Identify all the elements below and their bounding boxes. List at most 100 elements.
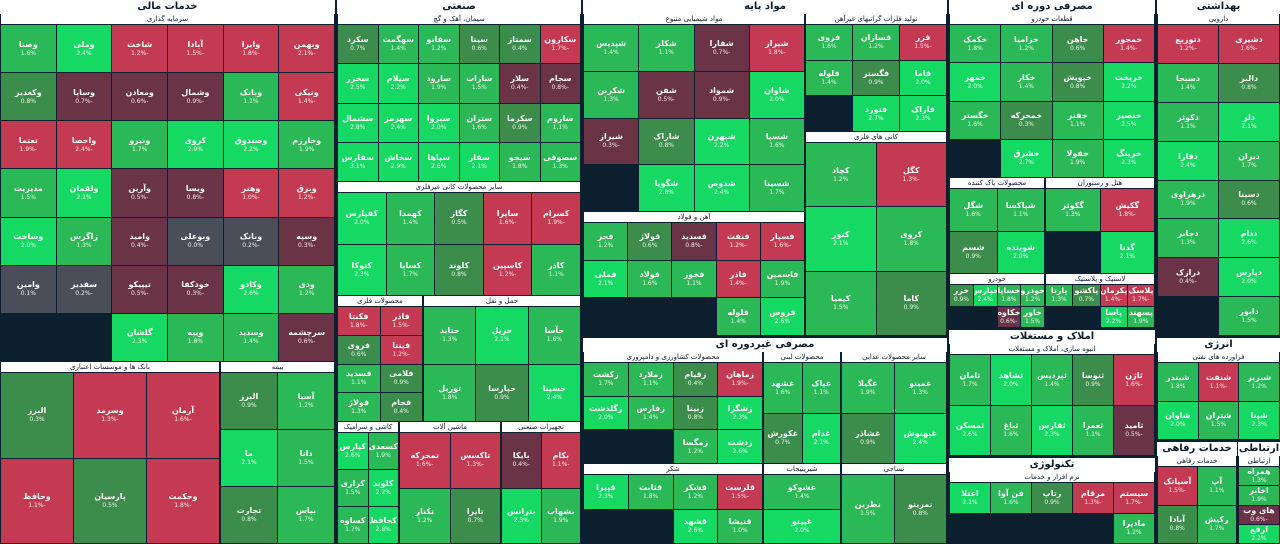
symbol-tile[interactable]: ددام 2.6%: [1219, 219, 1279, 258]
symbol-tile[interactable]: شگل 1.6%: [950, 189, 997, 231]
symbol-tile[interactable]: سرچشمه -0.6%: [279, 313, 334, 361]
symbol-tile[interactable]: سفانو 1.2%: [419, 25, 459, 64]
symbol-tile[interactable]: کاسپین -1.2%: [483, 244, 532, 295]
symbol-tile[interactable]: مرقام -1.3%: [1073, 483, 1113, 513]
symbol-tile[interactable]: زاگرس 1.3%: [56, 217, 112, 265]
symbol-tile[interactable]: فجر 1.2%: [584, 223, 628, 260]
industry-title[interactable]: بانک ها و موسسات اعتباری: [1, 362, 219, 372]
symbol-tile[interactable]: غپینو 2.0%: [764, 509, 840, 543]
symbol-tile[interactable]: همراه 1.3%: [1239, 467, 1279, 486]
symbol-tile[interactable]: فلامی 0.9%: [380, 364, 422, 393]
symbol-tile[interactable]: وامید -0.4%: [112, 217, 167, 265]
symbol-tile[interactable]: نمرینو 0.8%: [894, 475, 946, 543]
symbol-tile[interactable]: سفارس 3.1%: [338, 142, 378, 181]
symbol-tile[interactable]: کفپارس 2.0%: [338, 193, 386, 244]
symbol-tile[interactable]: وبرق -1.2%: [279, 169, 334, 217]
symbol-tile[interactable]: ثباغ 1.6%: [991, 405, 1031, 455]
symbol-tile[interactable]: خپارس 2.4%: [973, 285, 997, 306]
industry-title[interactable]: تجهیزات صنعتی: [502, 422, 580, 432]
symbol-tile[interactable]: شفارا -0.7%: [694, 25, 749, 71]
symbol-tile[interactable]: خفولا 1.9%: [1052, 139, 1103, 177]
symbol-tile[interactable]: دجابر 1.3%: [1158, 219, 1218, 258]
symbol-tile[interactable]: ما 2.1%: [221, 430, 277, 486]
symbol-tile[interactable]: بپاس 1.7%: [278, 487, 334, 543]
symbol-tile[interactable]: گلشان 2.3%: [112, 313, 167, 361]
symbol-tile[interactable]: بایکا -0.4%: [502, 433, 541, 488]
symbol-tile[interactable]: کرازی 1.5%: [338, 470, 368, 506]
symbol-tile[interactable]: ثفارس 2.3%: [1032, 405, 1072, 455]
symbol-tile[interactable]: وبانک -0.2%: [223, 217, 279, 265]
symbol-tile[interactable]: شیراز -1.8%: [749, 25, 804, 71]
industry-title[interactable]: دارویی: [1158, 14, 1279, 24]
industry-title[interactable]: سایر محصولات کانی غیرفلزی: [338, 182, 580, 192]
symbol-tile[interactable]: آبادا 0.8%: [1158, 505, 1197, 543]
industry-title[interactable]: سرمایه گذاری: [1, 14, 334, 24]
symbol-tile[interactable]: سکرما 0.9%: [500, 103, 540, 142]
symbol-tile[interactable]: فسدید 1.1%: [338, 364, 380, 393]
symbol-tile[interactable]: ثشاهد 2.0%: [991, 355, 1031, 405]
symbol-tile[interactable]: سصوفی 1.3%: [540, 142, 580, 181]
symbol-tile[interactable]: سلار -0.4%: [500, 64, 540, 103]
symbol-tile[interactable]: غپاک 1.1%: [802, 363, 840, 413]
symbol-tile[interactable]: کحافظ 2.8%: [368, 507, 398, 543]
symbol-tile[interactable]: سیجو 1.8%: [500, 142, 540, 181]
symbol-tile[interactable]: ساراب 1.5%: [459, 64, 499, 103]
symbol-tile[interactable]: کهمدا 1.4%: [386, 193, 435, 244]
symbol-tile[interactable]: دیران 1.7%: [1219, 141, 1279, 180]
symbol-tile[interactable]: فنورد 2.7%: [853, 96, 899, 131]
symbol-tile[interactable]: غمینو 1.3%: [894, 363, 946, 413]
industry-title[interactable]: شیرینیجات: [764, 464, 840, 474]
industry-title[interactable]: هتل و رستوران: [1046, 178, 1154, 188]
symbol-tile[interactable]: شبریز 1.2%: [1239, 363, 1279, 401]
sector-title[interactable]: خدمات مالی: [0, 0, 335, 14]
symbol-tile[interactable]: زبینا 0.8%: [673, 396, 718, 430]
symbol-tile[interactable]: کگل -1.3%: [876, 143, 946, 207]
industry-title[interactable]: آهن و فولاد: [584, 212, 804, 222]
industry-title[interactable]: محصولات پاک کننده: [950, 178, 1044, 188]
symbol-tile[interactable]: فملی 2.1%: [584, 260, 628, 298]
symbol-tile[interactable]: دزهراوی 1.9%: [1158, 180, 1218, 219]
symbol-tile[interactable]: تمحرکه -1.6%: [400, 433, 450, 488]
symbol-tile[interactable]: وملی 2.4%: [56, 25, 112, 73]
symbol-tile[interactable]: وساپا -0.7%: [56, 73, 112, 121]
industry-title[interactable]: محصولات کشاورزی و دامپروری: [584, 352, 762, 362]
industry-title[interactable]: کانی های فلزی: [806, 132, 946, 142]
symbol-tile[interactable]: دسینا 0.6%: [1219, 180, 1279, 219]
symbol-tile[interactable]: مادیرا 1.2%: [1114, 513, 1154, 543]
symbol-tile[interactable]: قثابت 1.8%: [628, 475, 673, 509]
industry-title[interactable]: لاستیک و پلاستیک: [1046, 274, 1154, 284]
symbol-tile[interactable]: سجام -0.8%: [540, 64, 580, 103]
sector-title[interactable]: بهداشتی: [1157, 0, 1280, 14]
symbol-tile[interactable]: وبهمن -2.1%: [279, 25, 334, 73]
symbol-tile[interactable]: فولاژ 0.6%: [628, 223, 672, 260]
industry-title[interactable]: فراورده های نفتی: [1158, 352, 1279, 362]
industry-title[interactable]: محصولات فلزی: [338, 296, 422, 306]
symbol-tile[interactable]: وهنر -1.0%: [223, 169, 279, 217]
symbol-tile[interactable]: کچاد 1.2%: [806, 143, 876, 207]
symbol-tile[interactable]: وحافظ -1.1%: [1, 458, 73, 543]
symbol-tile[interactable]: دشیری -1.6%: [1219, 25, 1279, 63]
symbol-tile[interactable]: آسیاتک -1.5%: [1158, 467, 1197, 505]
symbol-tile[interactable]: خکار 1.4%: [1001, 63, 1052, 101]
symbol-tile[interactable]: شپاکسا 1.1%: [997, 189, 1044, 231]
symbol-tile[interactable]: شاوان 2.0%: [749, 71, 804, 118]
sector-title[interactable]: املاک و مستغلات: [949, 330, 1155, 344]
symbol-tile[interactable]: بترانس 2.3%: [502, 488, 541, 543]
symbol-tile[interactable]: توریل 1.8%: [424, 364, 476, 421]
symbol-tile[interactable]: شگویا 2.8%: [639, 165, 694, 211]
symbol-tile[interactable]: دابور 1.5%: [1219, 297, 1279, 335]
symbol-tile[interactable]: خریخت 2.2%: [1103, 63, 1154, 101]
symbol-tile[interactable]: خساپا 1.8%: [997, 285, 1021, 306]
symbol-tile[interactable]: وبانک 1.1%: [223, 73, 279, 121]
symbol-tile[interactable]: ونیرو 1.7%: [112, 121, 167, 169]
symbol-tile[interactable]: سپاها 2.6%: [419, 142, 459, 181]
symbol-tile[interactable]: دفارا 2.4%: [1158, 141, 1218, 180]
symbol-tile[interactable]: ودی 1.2%: [279, 265, 334, 313]
symbol-tile[interactable]: سکرد 0.7%: [338, 25, 378, 64]
symbol-tile[interactable]: وکغدیر 0.8%: [1, 73, 56, 121]
symbol-tile[interactable]: خرینگ 2.3%: [1103, 139, 1154, 177]
symbol-tile[interactable]: پلاسک -1.7%: [1127, 285, 1154, 306]
symbol-tile[interactable]: نطرین 1.5%: [842, 475, 894, 543]
symbol-tile[interactable]: تکنار 1.2%: [400, 488, 450, 543]
symbol-tile[interactable]: فولاژ 1.3%: [338, 393, 380, 421]
